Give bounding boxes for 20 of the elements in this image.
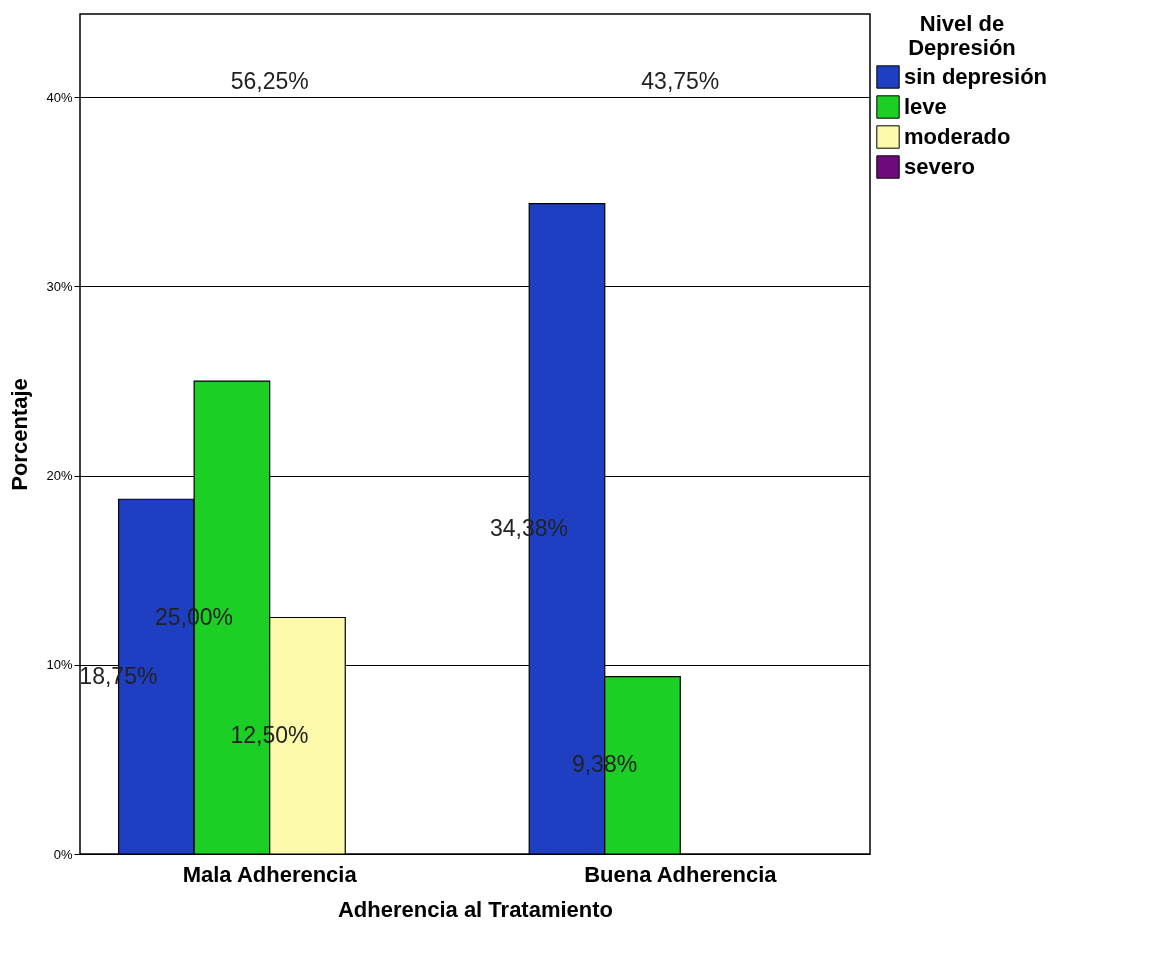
data-label: 25,00% xyxy=(154,603,233,630)
y-tick-label: 40% xyxy=(46,89,73,105)
annotation: 56,25% xyxy=(230,68,309,94)
legend-label: severo xyxy=(904,154,975,179)
x-axis-title: Adherencia al Tratamiento xyxy=(337,896,614,922)
y-tick-label: 0% xyxy=(53,846,73,862)
x-tick-label: Mala Adherencia xyxy=(182,861,358,887)
x-tick-label: Buena Adherencia xyxy=(584,861,778,887)
legend-label: leve xyxy=(904,94,947,119)
data-label: 9,38% xyxy=(571,751,638,778)
y-axis-title: Porcentaje xyxy=(7,378,33,491)
data-label: 34,38% xyxy=(489,514,568,541)
data-label: 12,50% xyxy=(230,721,309,748)
y-tick-label: 30% xyxy=(46,278,73,294)
y-tick-label: 10% xyxy=(46,657,73,673)
annotation: 43,75% xyxy=(641,68,720,94)
legend-label: moderado xyxy=(904,124,1011,149)
y-tick-label: 20% xyxy=(46,468,73,484)
data-label: 18,75% xyxy=(79,662,158,689)
legend-label: sin depresión xyxy=(904,64,1048,89)
